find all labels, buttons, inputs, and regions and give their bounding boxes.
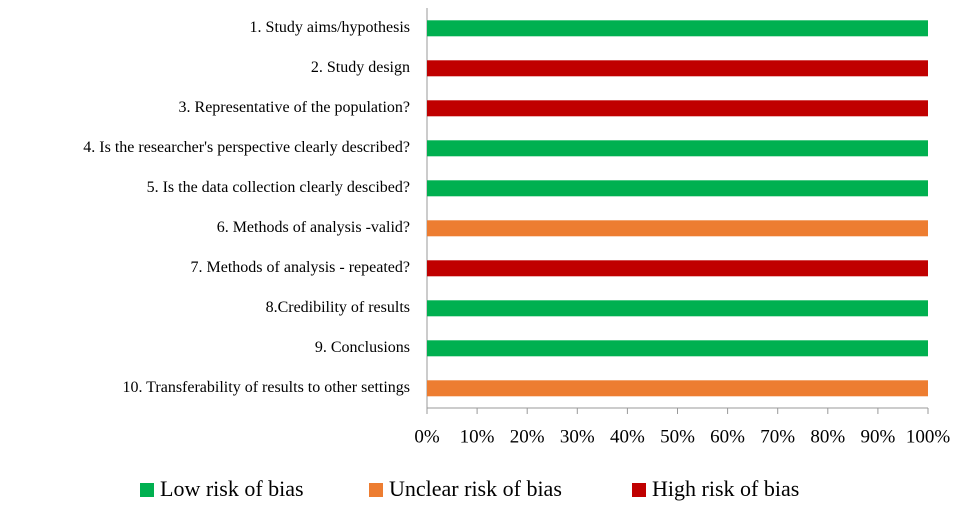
x-tick-label: 70% [760, 426, 795, 447]
x-tick-label: 60% [710, 426, 745, 447]
x-tick-label: 20% [510, 426, 545, 447]
x-tick-label: 100% [906, 426, 951, 447]
bar-segment [427, 300, 928, 317]
category-label: 2. Study design [311, 59, 410, 76]
x-tick-label: 10% [460, 426, 495, 447]
x-tick-label: 80% [810, 426, 845, 447]
bar-segment [427, 140, 928, 157]
category-label: 1. Study aims/hypothesis [250, 19, 410, 36]
category-label: 4. Is the researcher's perspective clear… [83, 139, 410, 156]
bar-segment [427, 380, 928, 397]
bar-segment [427, 220, 928, 237]
legend-swatch [140, 483, 154, 497]
bar-segment [427, 100, 928, 117]
bar-segment [427, 180, 928, 197]
category-label: 6. Methods of analysis -valid? [217, 219, 410, 236]
x-tick-label: 0% [414, 426, 440, 447]
legend-label: Unclear risk of bias [389, 476, 562, 501]
category-label: 7. Methods of analysis - repeated? [191, 259, 410, 276]
category-label: 9. Conclusions [315, 339, 410, 356]
bar-segment [427, 340, 928, 357]
x-tick-label: 40% [610, 426, 645, 447]
legend-swatch [369, 483, 383, 497]
bar-segment [427, 20, 928, 37]
bar-segment [427, 60, 928, 77]
category-label: 8.Credibility of results [266, 299, 410, 316]
x-tick-label: 30% [560, 426, 595, 447]
x-tick-label: 90% [860, 426, 895, 447]
x-tick-label: 50% [660, 426, 695, 447]
category-label: 3. Representative of the population? [179, 99, 410, 116]
legend-label: Low risk of bias [160, 476, 304, 501]
legend-swatch [632, 483, 646, 497]
category-label: 5. Is the data collection clearly descib… [147, 179, 410, 196]
bar-segment [427, 260, 928, 277]
category-label: 10. Transferability of results to other … [122, 379, 410, 396]
legend-label: High risk of bias [652, 476, 799, 501]
